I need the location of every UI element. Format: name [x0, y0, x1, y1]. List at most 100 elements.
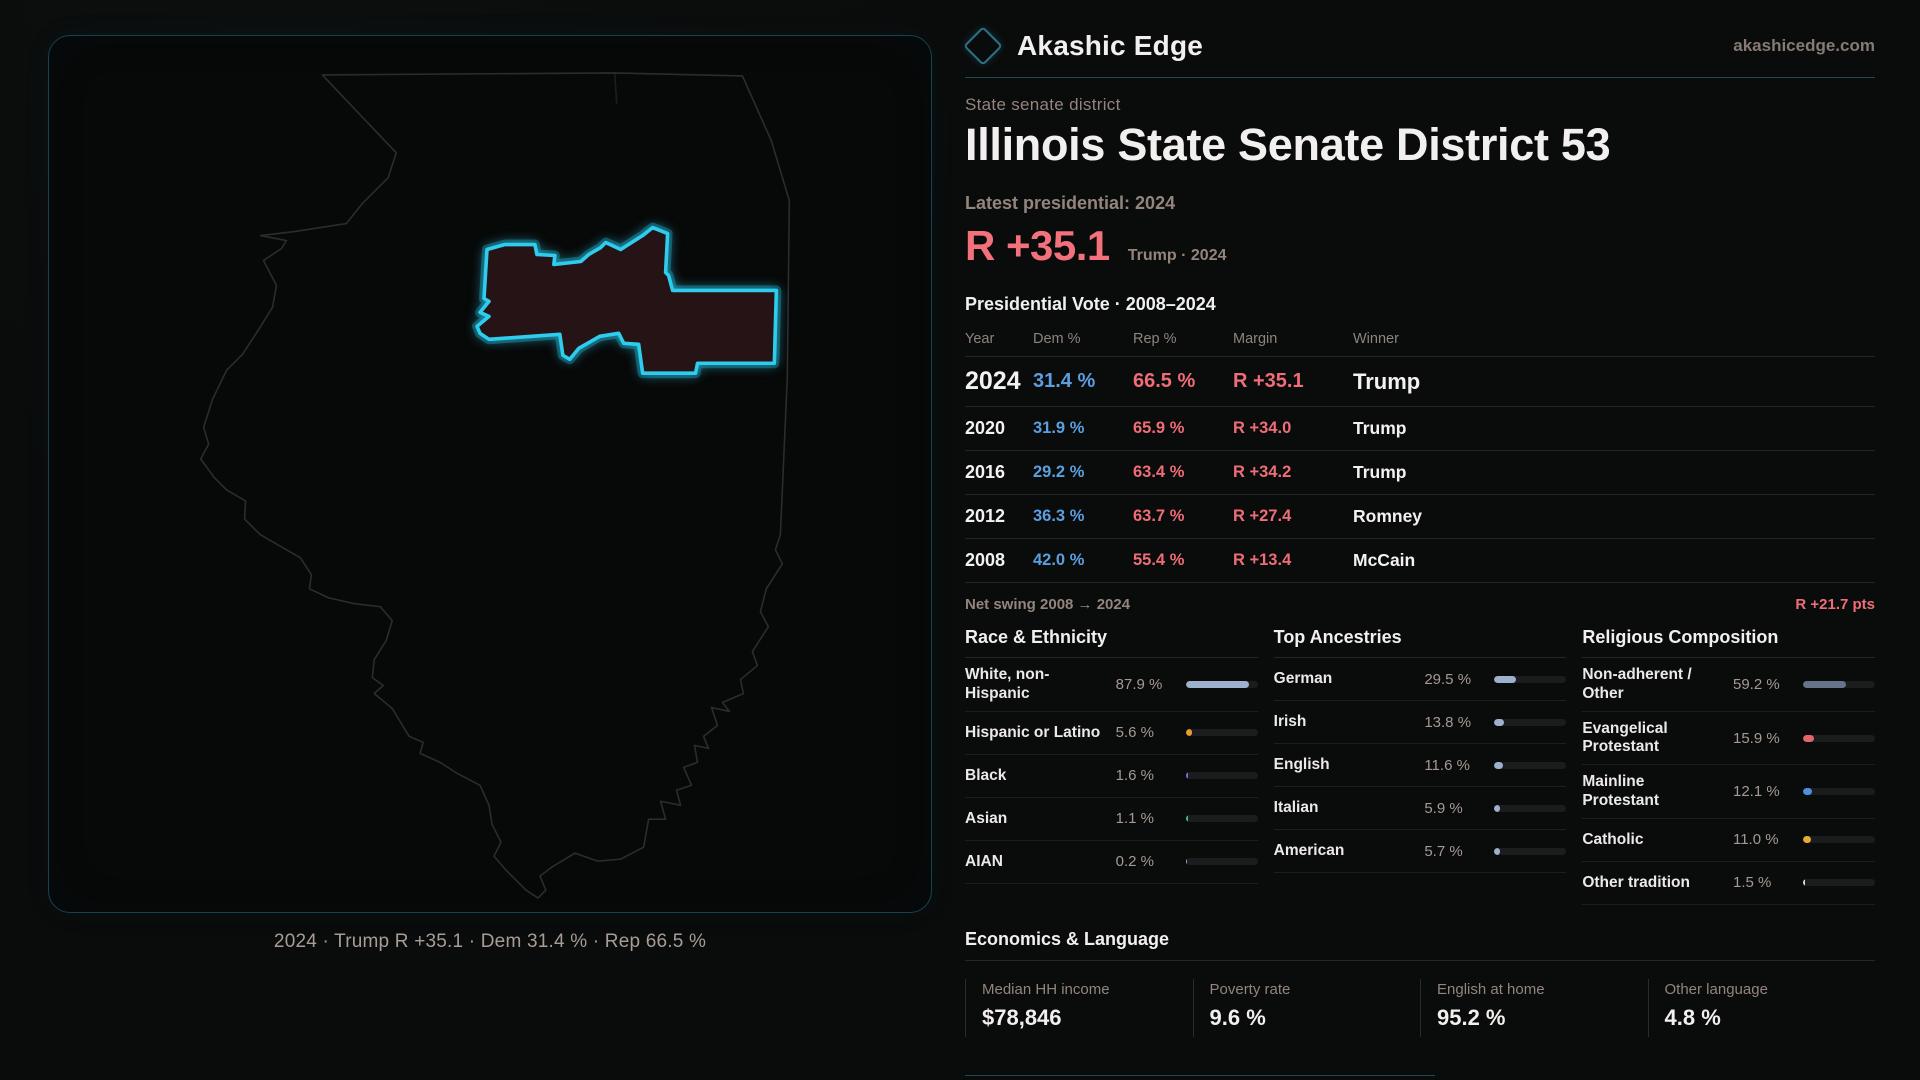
info-pane: Akashic Edge akashicedge.com State senat… [963, 26, 1875, 1080]
state-map-panel [48, 35, 932, 913]
economics-section-title: Economics & Language [965, 929, 1875, 961]
winner-cell: McCain [1353, 550, 1416, 571]
econ-stat: English at home 95.2 % [1420, 978, 1648, 1037]
stat-bar [1802, 734, 1875, 742]
stat-label: Hispanic or Latino [965, 723, 1101, 741]
stat-bar [1494, 718, 1567, 726]
headline-margin-row: R +35.1 Trump · 2024 [965, 222, 1875, 270]
dem-cell: 31.9 % [1033, 419, 1085, 438]
stat-label: English [1273, 756, 1330, 774]
stat-value: 29.5 % [1424, 670, 1472, 688]
stat-value: 11.6 % [1424, 756, 1470, 774]
net-swing-row: Net swing 2008 → 2024 R +21.7 pts [965, 583, 1875, 613]
stat-bar-fill [1185, 729, 1192, 737]
stat-label: Italian [1273, 799, 1319, 817]
econ-stat-value: 4.8 % [1664, 1004, 1721, 1030]
col-header-year: Year [965, 331, 995, 348]
brand-domain-link[interactable]: akashicedge.com [1733, 36, 1875, 55]
table-row: 2012 36.3 % 63.7 % R +27.4 Romney [965, 495, 1875, 540]
table-row: 2016 29.2 % 63.4 % R +34.2 Trump [965, 451, 1875, 496]
header-divider [965, 77, 1875, 78]
dem-cell: 29.2 % [1033, 463, 1085, 482]
year-cell: 2008 [965, 550, 1006, 571]
margin-cell: R +13.4 [1233, 551, 1292, 570]
stat-row: Italian 5.9 % [1273, 787, 1567, 831]
econ-stat-label: English at home [1437, 980, 1545, 998]
stat-bar [1494, 804, 1567, 812]
table-header-row: Year Dem % Rep % Margin Winner [965, 325, 1875, 358]
stat-value: 11.0 % [1732, 831, 1779, 849]
presidential-vote-table: Year Dem % Rep % Margin Winner 2024 31.4… [965, 325, 1875, 584]
stat-bar-fill [1802, 879, 1806, 887]
stat-bar [1802, 681, 1875, 689]
econ-stat-label: Median HH income [982, 980, 1110, 998]
econ-stat: Poverty rate 9.6 % [1192, 978, 1421, 1037]
footer-divider [965, 1074, 1435, 1076]
stat-row: Evangelical Protestant 15.9 % [1582, 712, 1875, 766]
footer: Sources: Akashic Edge elections database… [965, 1074, 1875, 1080]
rep-cell: 63.4 % [1133, 463, 1185, 482]
stat-bar [1494, 675, 1567, 683]
winner-cell: Trump [1353, 418, 1407, 439]
stat-label: Evangelical Protestant [1582, 719, 1668, 756]
stat-value: 13.8 % [1424, 713, 1472, 731]
brand-name: Akashic Edge [1017, 30, 1204, 61]
stat-row: Asian 1.1 % [965, 798, 1258, 841]
stat-bar [1185, 858, 1258, 866]
stat-row: American 5.7 % [1273, 830, 1567, 874]
year-cell: 2016 [965, 462, 1006, 483]
stat-label: AIAN [965, 852, 1003, 870]
ancestries-column: Top Ancestries German 29.5 % Irish 13.8 … [1273, 627, 1567, 905]
section-title-race: Race & Ethnicity [965, 627, 1258, 659]
stat-bar-fill [1494, 804, 1501, 812]
winner-cell: Romney [1353, 506, 1423, 527]
race-ethnicity-column: Race & Ethnicity White, non-Hispanic 87.… [965, 627, 1258, 905]
stat-value: 87.9 % [1115, 676, 1163, 694]
district-53-shape[interactable] [475, 225, 779, 376]
stat-label: German [1273, 670, 1333, 688]
stat-value: 5.6 % [1115, 724, 1155, 742]
stat-label: Other tradition [1582, 873, 1690, 891]
econ-stat-label: Poverty rate [1209, 980, 1291, 998]
stat-bar [1185, 729, 1258, 737]
stat-bar [1494, 761, 1567, 769]
page-title: Illinois State Senate District 53 [965, 119, 1611, 170]
econ-stat-value: $78,846 [982, 1004, 1062, 1030]
vote-table-title: Presidential Vote · 2008–2024 [965, 294, 1216, 315]
stat-value: 59.2 % [1732, 676, 1780, 694]
stat-label: Catholic [1582, 830, 1644, 848]
col-header-winner: Winner [1353, 331, 1399, 348]
stat-row: German 29.5 % [1273, 658, 1567, 702]
stat-bar [1802, 836, 1875, 844]
stat-bar-fill [1494, 761, 1503, 769]
stat-bar-fill [1802, 788, 1812, 796]
rep-cell: 65.9 % [1133, 419, 1185, 438]
stat-value: 0.2 % [1115, 853, 1155, 871]
district-type-kicker: State senate district [965, 95, 1121, 114]
stat-label: American [1273, 842, 1345, 860]
stat-bar-fill [1185, 858, 1187, 866]
stat-row: English 11.6 % [1273, 744, 1567, 788]
margin-cell: R +35.1 [1233, 370, 1304, 393]
dem-cell: 31.4 % [1033, 370, 1096, 393]
stat-label: Black [965, 766, 1007, 784]
stat-bar-fill [1802, 836, 1811, 844]
year-cell: 2020 [965, 418, 1006, 439]
rep-cell: 55.4 % [1133, 551, 1185, 570]
margin-cell: R +27.4 [1233, 507, 1292, 526]
map-caption: 2024 · Trump R +35.1 · Dem 31.4 % · Rep … [273, 931, 707, 952]
stat-bar-fill [1185, 772, 1189, 780]
econ-stat-value: 95.2 % [1437, 1004, 1506, 1030]
winner-cell: Trump [1353, 368, 1421, 394]
econ-stat-value: 9.6 % [1209, 1004, 1266, 1030]
stat-row: Other tradition 1.5 % [1582, 862, 1875, 905]
table-row: 2008 42.0 % 55.4 % R +13.4 McCain [965, 539, 1875, 584]
margin-cell: R +34.0 [1233, 419, 1292, 438]
rep-cell: 63.7 % [1133, 507, 1185, 526]
stat-bar-fill [1185, 681, 1249, 689]
stat-bar-fill [1494, 847, 1501, 855]
latest-presidential-label: Latest presidential: 2024 [965, 193, 1176, 214]
stat-value: 12.1 % [1732, 783, 1780, 801]
stat-bar-fill [1802, 734, 1815, 742]
margin-cell: R +34.2 [1233, 463, 1292, 482]
